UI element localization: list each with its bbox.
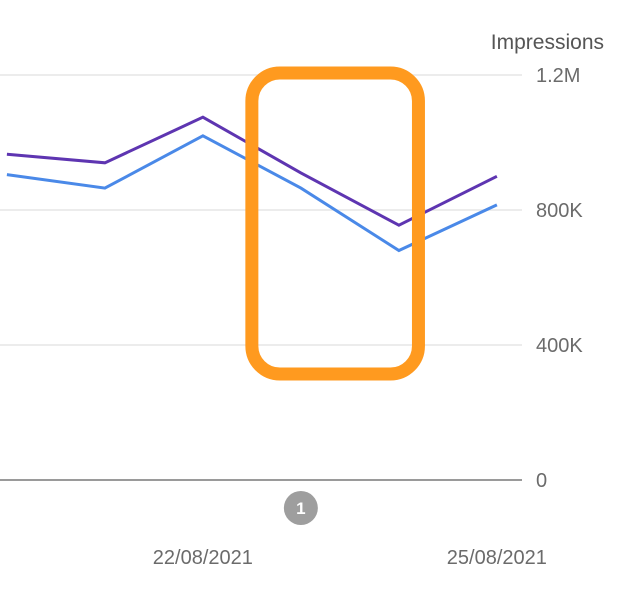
y-axis-tick-labels: 0 400K 800K 1.2M [536, 65, 583, 492]
y-tick-label: 0 [536, 470, 547, 492]
x-axis-tick-labels: 22/08/2021 25/08/2021 [153, 547, 547, 569]
y-tick-label: 400K [536, 335, 583, 357]
x-tick-label: 22/08/2021 [153, 547, 253, 569]
highlight-rect [245, 66, 425, 381]
annotation-label: 1 [296, 499, 305, 518]
x-tick-label: 25/08/2021 [447, 547, 547, 569]
annotations: 1 [283, 491, 318, 525]
annotation-circle [283, 491, 318, 525]
y-tick-label: 800K [536, 200, 583, 222]
highlight-box [245, 66, 425, 381]
grid-lines [0, 74, 522, 481]
annotation-marker[interactable]: 1 [283, 491, 318, 525]
y-axis-label: Impressions [491, 31, 604, 54]
y-tick-label: 1.2M [536, 65, 580, 87]
